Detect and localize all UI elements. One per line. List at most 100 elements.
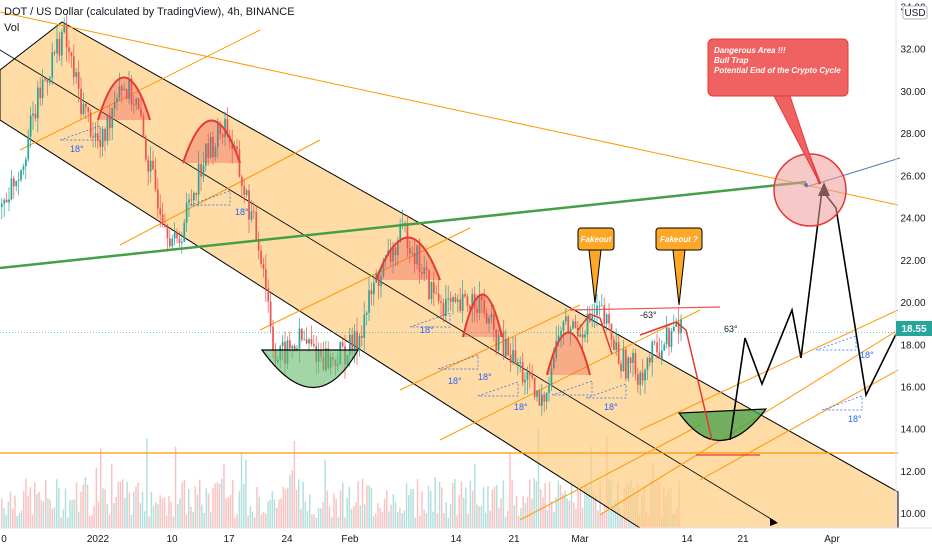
candle-body (181, 241, 183, 243)
volume-bar (458, 494, 461, 528)
candle-body (389, 250, 392, 262)
volume-bar (304, 501, 307, 528)
volume-bar (238, 491, 241, 528)
candle-body (27, 136, 30, 160)
candle-body (634, 352, 637, 375)
candle-body (418, 245, 421, 273)
danger-zone-circle (773, 153, 847, 227)
volume-bar (170, 501, 172, 528)
candle-body (152, 160, 154, 170)
volume-bar (346, 497, 348, 528)
volume-bar (436, 513, 439, 528)
volume-bar (502, 480, 505, 528)
x-tick-label: 14 (450, 534, 462, 545)
candle-body (382, 259, 385, 276)
y-tick-label: 28.00 (900, 129, 925, 140)
candle-body (365, 312, 368, 315)
candle-body (281, 341, 284, 347)
y-tick-label: 26.00 (900, 171, 925, 182)
candle-body (519, 362, 522, 364)
volume-bar (566, 498, 568, 528)
volume-bar (575, 508, 577, 528)
candle-body (531, 375, 534, 378)
candle-body (68, 47, 70, 53)
candle-body (550, 368, 553, 386)
green-trendline (0, 180, 807, 270)
candle-body (639, 372, 642, 385)
volume-bar (104, 489, 106, 528)
candle-body (476, 308, 478, 313)
candle-body (581, 334, 584, 338)
x-tick-label: 21 (508, 534, 520, 545)
candle-body (514, 350, 517, 364)
volume-bar (40, 499, 43, 528)
candle-body (99, 140, 102, 147)
angle-guide (477, 381, 519, 397)
volume-bar (592, 491, 595, 528)
volume-bar (7, 501, 10, 528)
candle-body (353, 331, 356, 351)
volume-bar (141, 491, 144, 528)
volume-bar (177, 504, 179, 528)
y-tick-label: 20.00 (900, 298, 925, 309)
volume-bar (53, 507, 56, 528)
candle-body (293, 345, 296, 350)
candle-body (289, 340, 291, 349)
candle-body (368, 290, 370, 313)
volume-bar (287, 487, 289, 528)
candle-body (128, 78, 130, 99)
candle-body (440, 301, 442, 303)
candle-body (471, 294, 474, 309)
angle-label: 18° (448, 376, 462, 386)
candle-body (214, 147, 217, 158)
candle-body (529, 371, 531, 376)
volume-bar (584, 485, 586, 528)
volume-bar (168, 495, 170, 528)
candle-body (176, 232, 178, 239)
volume-bar (269, 499, 271, 528)
volume-bar (258, 496, 260, 528)
volume-bar (597, 510, 599, 528)
volume-bar (320, 508, 322, 528)
volume-bar (34, 482, 36, 528)
candle-body (226, 119, 229, 136)
candle-body (596, 305, 598, 315)
volume-bar (254, 517, 256, 528)
volume-bar (69, 500, 71, 528)
candle-body (313, 344, 315, 346)
x-tick-label: 2022 (87, 534, 110, 545)
channel-lines (0, 29, 899, 526)
volume-bar (207, 493, 210, 528)
candle-body (617, 342, 620, 364)
volume-bar (577, 482, 579, 528)
currency-badge[interactable] (902, 5, 928, 20)
volume-bar (251, 512, 254, 528)
candle-body (53, 52, 56, 54)
candle-body (610, 323, 613, 340)
candle-body (437, 293, 440, 302)
candle-body (430, 281, 433, 300)
candle-body (260, 250, 262, 264)
last-price-badge (896, 321, 932, 336)
volume-bar (469, 480, 472, 528)
candle-body (442, 302, 445, 317)
volume-bar (218, 483, 221, 528)
volume-bar (190, 506, 192, 528)
volume-bar (124, 498, 126, 528)
volume-bar (410, 489, 412, 528)
candle-body (620, 363, 622, 372)
candle-body (296, 348, 298, 350)
volume-bar (16, 515, 18, 528)
volume-bar (221, 478, 223, 528)
volume-bar (27, 496, 29, 528)
volume-bar (38, 491, 40, 528)
volume-bar (260, 514, 263, 528)
angle-guide (585, 383, 627, 399)
volume-bar (302, 481, 304, 528)
volume-bar (557, 480, 560, 528)
volume-bar (47, 498, 49, 528)
volume-bar (570, 481, 573, 528)
volume-bar (357, 481, 359, 528)
